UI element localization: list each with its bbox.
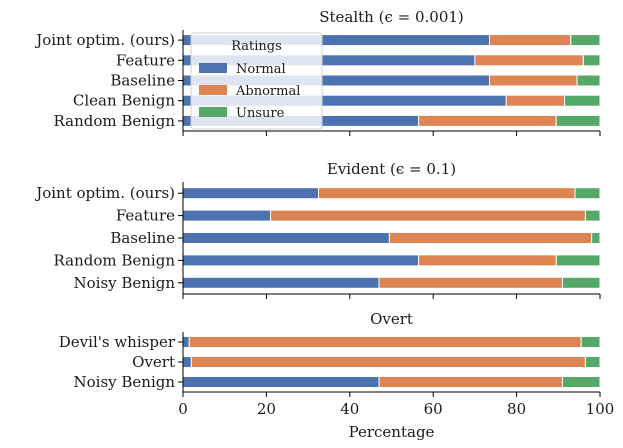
- bar-unsure-p0-random-benign[interactable]: [555, 114, 601, 127]
- bar-abnormal-p1-feature[interactable]: [270, 209, 586, 222]
- ytick-label-p1-4: Noisy Benign: [73, 274, 175, 292]
- bar-unsure-p2-devil-s-whisper[interactable]: [580, 336, 601, 348]
- legend-swatch-abnormal: [199, 85, 227, 95]
- bar-abnormal-p2-devil-s-whisper[interactable]: [188, 336, 582, 348]
- bar-unsure-p1-feature[interactable]: [584, 209, 601, 222]
- ytick-label-p2-2: Noisy Benign: [73, 373, 175, 391]
- ytick-label-p0-3: Clean Benign: [73, 92, 175, 110]
- bar-unsure-p1-noisy-benign[interactable]: [561, 276, 601, 289]
- xtick-label-1: 20: [257, 400, 276, 418]
- bar-unsure-p2-overt[interactable]: [584, 356, 601, 368]
- panel-title-0: Stealth (ϵ = 0.001): [319, 8, 464, 26]
- bar-abnormal-p1-noisy-benign[interactable]: [378, 276, 563, 289]
- legend-box: [190, 32, 323, 130]
- ytick-label-p0-1: Feature: [116, 51, 175, 69]
- panel-title-2: Overt: [370, 310, 413, 328]
- ytick-label-p2-1: Overt: [132, 353, 175, 371]
- legend-label-unsure: Unsure: [236, 106, 285, 121]
- bar-normal-p1-feature[interactable]: [182, 209, 272, 222]
- ytick-label-p0-0: Joint optim. (ours): [34, 31, 175, 49]
- legend-swatch-normal: [199, 63, 227, 73]
- bar-abnormal-p0-baseline[interactable]: [488, 74, 578, 87]
- bar-unsure-p0-feature[interactable]: [582, 54, 601, 67]
- bar-normal-p1-baseline[interactable]: [182, 232, 390, 244]
- xtick-label-3: 60: [424, 400, 443, 418]
- bar-normal-p1-noisy-benign[interactable]: [182, 276, 380, 289]
- bar-unsure-p1-baseline[interactable]: [591, 232, 601, 244]
- bar-unsure-p0-clean-benign[interactable]: [564, 94, 601, 107]
- ytick-label-p1-2: Baseline: [110, 229, 175, 247]
- ytick-label-p1-0: Joint optim. (ours): [34, 184, 175, 202]
- bar-abnormal-p2-overt[interactable]: [190, 356, 586, 368]
- ytick-label-p0-4: Random Benign: [54, 112, 176, 130]
- xtick-label-5: 100: [586, 400, 615, 418]
- bar-unsure-p0-baseline[interactable]: [576, 74, 601, 87]
- bar-abnormal-p0-joint-optim-ours[interactable]: [488, 34, 572, 47]
- ytick-label-p0-2: Baseline: [110, 72, 175, 90]
- panel-title-1: Evident (ϵ = 0.1): [327, 160, 456, 178]
- xtick-label-0: 0: [178, 400, 188, 418]
- legend-title: Ratings: [231, 39, 282, 54]
- bar-normal-p2-devil-s-whisper[interactable]: [182, 336, 190, 348]
- bar-unsure-p1-random-benign[interactable]: [555, 254, 601, 267]
- bar-abnormal-p0-random-benign[interactable]: [418, 114, 557, 127]
- legend-label-abnormal: Abnormal: [235, 84, 300, 99]
- bar-abnormal-p2-noisy-benign[interactable]: [378, 376, 563, 388]
- legend-label-normal: Normal: [236, 62, 286, 77]
- bar-abnormal-p1-baseline[interactable]: [388, 232, 593, 244]
- bar-normal-p1-joint-optim-ours[interactable]: [182, 187, 320, 200]
- bar-abnormal-p0-clean-benign[interactable]: [505, 94, 566, 107]
- bar-normal-p2-noisy-benign[interactable]: [182, 376, 380, 388]
- legend-swatch-unsure: [199, 107, 227, 117]
- bar-abnormal-p1-random-benign[interactable]: [418, 254, 557, 267]
- xtick-label-2: 40: [340, 400, 359, 418]
- bar-unsure-p2-noisy-benign[interactable]: [561, 376, 601, 388]
- bar-normal-p2-overt[interactable]: [182, 356, 192, 368]
- ytick-label-p1-3: Random Benign: [54, 251, 176, 269]
- bar-normal-p1-random-benign[interactable]: [182, 254, 420, 267]
- ytick-label-p1-1: Feature: [116, 207, 175, 225]
- xtick-label-4: 80: [507, 400, 526, 418]
- bar-unsure-p1-joint-optim-ours[interactable]: [574, 187, 601, 200]
- x-axis-label: Percentage: [349, 423, 435, 441]
- bar-abnormal-p1-joint-optim-ours[interactable]: [318, 187, 576, 200]
- bar-unsure-p0-joint-optim-ours[interactable]: [570, 34, 601, 47]
- bar-abnormal-p0-feature[interactable]: [474, 54, 584, 67]
- ytick-label-p2-0: Devil's whisper: [59, 333, 176, 351]
